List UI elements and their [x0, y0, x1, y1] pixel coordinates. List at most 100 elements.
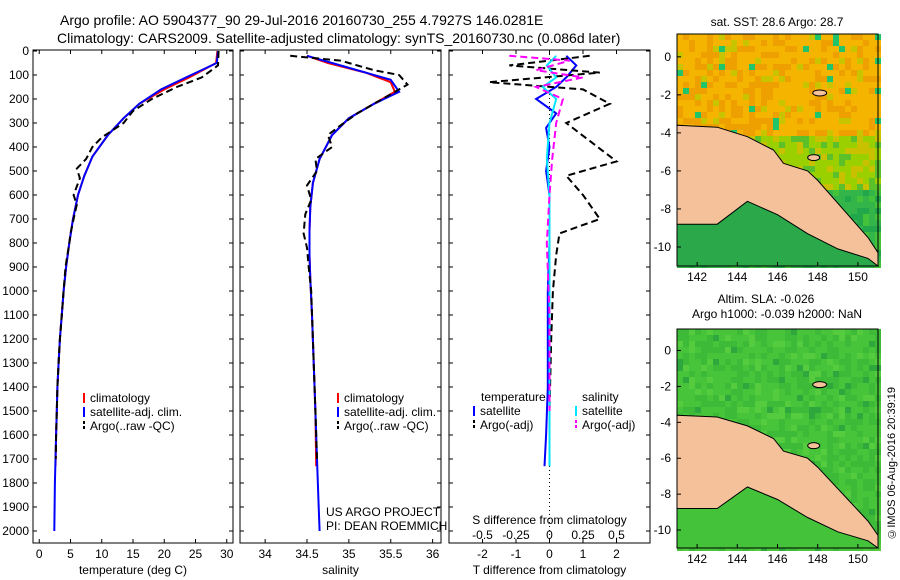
sla_map-pixel — [767, 341, 773, 347]
sst_map-pixel — [845, 58, 851, 64]
sla_map-pixel — [809, 437, 815, 443]
sla_map-pixel — [803, 389, 809, 395]
sst_map-pixel — [851, 172, 857, 178]
sla_map-pixel — [821, 437, 827, 443]
sla_map-pixel — [845, 371, 851, 377]
sla_map-pixel — [779, 359, 785, 365]
sst_map-pixel — [809, 40, 815, 46]
sst_map-pixel — [827, 40, 833, 46]
sst_map-pixel — [761, 112, 767, 118]
sst_map-pixel — [803, 70, 809, 76]
sst_map-pixel — [797, 142, 803, 148]
temperature-series-line — [54, 50, 220, 460]
sst_map-pixel — [863, 70, 869, 76]
sla_map-pixel — [677, 335, 683, 341]
sla_map-pixel — [731, 335, 737, 341]
sla_map-pixel — [821, 347, 827, 353]
sst_map-pixel — [725, 106, 731, 112]
sst_map-pixel — [833, 148, 839, 154]
sla_map-pixel — [773, 437, 779, 443]
sst_map-pixel — [803, 166, 809, 172]
sst_map-pixel — [701, 82, 707, 88]
sst_map-pixel — [827, 64, 833, 70]
temperature-legend-label: satellite-adj. clim. — [90, 405, 182, 419]
sla_map-pixel — [725, 329, 731, 335]
sst_map-pixel — [791, 154, 797, 160]
sla_map-pixel — [827, 353, 833, 359]
sst_map-pixel — [731, 76, 737, 82]
sst_map-pixel — [857, 202, 863, 208]
sla_map-pixel — [761, 407, 767, 413]
sla_map-pixel — [827, 419, 833, 425]
sst_map-pixel — [773, 112, 779, 118]
sst_map-pixel — [785, 106, 791, 112]
sla_map-pixel — [791, 389, 797, 395]
sst_map-pixel — [773, 52, 779, 58]
sla_map-pixel — [863, 449, 869, 455]
sla_map-pixel — [707, 413, 713, 419]
sst_map-pixel — [713, 106, 719, 112]
sla_map-pixel — [695, 329, 701, 335]
sst_map-pixel — [731, 82, 737, 88]
sst_map-pixel — [827, 88, 833, 94]
sst_map-pixel — [779, 46, 785, 52]
sla_map-pixel — [749, 395, 755, 401]
sst_map-pixel — [791, 130, 797, 136]
sst_map-pixel — [767, 112, 773, 118]
sst_map-pixel — [851, 190, 857, 196]
sst_map-pixel — [755, 64, 761, 70]
sst-map-title: sat. SST: 28.6 Argo: 28.7 — [711, 15, 844, 29]
sla_map-pixel — [797, 377, 803, 383]
sla_map-pixel — [833, 479, 839, 485]
sla_map-pixel — [797, 359, 803, 365]
sla_map-pixel — [719, 413, 725, 419]
sla_map-pixel — [689, 335, 695, 341]
salinity-series-line — [306, 54, 401, 532]
sla_map-pixel — [773, 419, 779, 425]
sla_map-pixel — [719, 359, 725, 365]
sla_map-pixel — [869, 497, 875, 503]
sla_map-pixel — [701, 377, 707, 383]
sla_map-pixel — [827, 455, 833, 461]
sla_map-pixel — [869, 491, 875, 497]
sst_map-pixel — [845, 76, 851, 82]
sst_map-pixel — [791, 106, 797, 112]
sst_map-pixel — [749, 112, 755, 118]
sla_map-pixel — [827, 431, 833, 437]
sla_map-pixel — [851, 335, 857, 341]
sst_map-pixel — [737, 88, 743, 94]
sst_map-pixel — [713, 88, 719, 94]
sst_map-ytick-label: -4 — [660, 126, 671, 140]
sla_map-pixel — [833, 431, 839, 437]
sla_map-pixel — [785, 419, 791, 425]
sla_map-pixel — [755, 359, 761, 365]
sst_map-pixel — [761, 100, 767, 106]
sst_map-pixel — [827, 172, 833, 178]
sst_map-pixel — [815, 46, 821, 52]
sla_map-pixel — [689, 401, 695, 407]
sla_map-pixel — [737, 329, 743, 335]
sla_map-pixel — [851, 395, 857, 401]
sla_map-pixel — [689, 407, 695, 413]
sla_map-pixel — [743, 359, 749, 365]
sst_map-pixel — [677, 34, 683, 40]
sla_map-pixel — [773, 371, 779, 377]
sst_map-pixel — [737, 70, 743, 76]
sst_map-pixel — [725, 52, 731, 58]
sla_map-xtick-label: 144 — [727, 552, 747, 566]
sla_map-pixel — [695, 395, 701, 401]
sst_map-pixel — [809, 100, 815, 106]
sla_map-pixel — [743, 389, 749, 395]
sla_map-pixel — [713, 335, 719, 341]
sst_map-pixel — [869, 214, 875, 220]
sst_map-pixel — [761, 34, 767, 40]
sla_map-group — [676, 328, 881, 551]
sla_map-pixel — [863, 503, 869, 509]
sla_map-pixel — [689, 353, 695, 359]
sst_map-pixel — [851, 94, 857, 100]
sst_map-pixel — [857, 208, 863, 214]
sla_map-pixel — [845, 467, 851, 473]
sla_map-pixel — [857, 401, 863, 407]
sst_map-pixel — [767, 52, 773, 58]
sst_map-pixel — [851, 136, 857, 142]
